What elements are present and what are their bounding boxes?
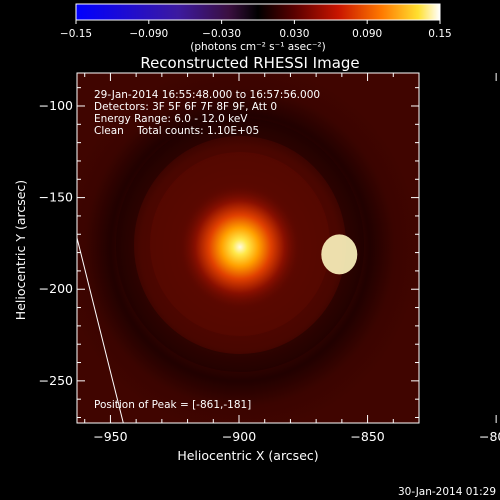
colorbar-ticks: −0.15 −0.090 −0.030 0.030 0.090 0.15: [60, 20, 452, 40]
x-axis-label: Heliocentric X (arcsec): [177, 448, 318, 463]
x-tick-label: −850: [350, 429, 384, 444]
y-tick-label: −150: [39, 190, 73, 205]
y-tick-label: −100: [39, 98, 73, 113]
colorbar-tick-label: 0.090: [352, 28, 382, 40]
colorbar-tick-label: −0.030: [202, 28, 241, 40]
peak-position-label: Position of Peak = [-861,-181]: [94, 399, 251, 411]
colorbar-tick-label: −0.15: [60, 28, 92, 40]
plot-frame: [76, 72, 420, 424]
chart-title: Reconstructed RHESSI Image: [140, 54, 359, 72]
annotation-time-range: 29-Jan-2014 16:55:48.000 to 16:57:56.000: [94, 89, 320, 101]
colorbar: [75, 3, 441, 21]
colorbar-tick-label: −0.090: [129, 28, 168, 40]
colorbar-units: (photons cm⁻² s⁻¹ asec⁻²): [190, 41, 325, 53]
y-axis-ticks: −100 −150 −200 −250: [39, 87, 419, 419]
y-tick-label: −200: [39, 281, 73, 296]
colorbar-tick-label: 0.15: [428, 28, 451, 40]
source-core: [321, 234, 358, 275]
x-axis-ticks: −950 −900 −850 −800: [84, 73, 500, 444]
source-glow: [178, 183, 302, 311]
footer-timestamp: 30-Jan-2014 01:29: [398, 486, 496, 498]
y-tick-label: −250: [39, 373, 73, 388]
plot-area: [77, 73, 419, 423]
colorbar-tick-label: 0.030: [279, 28, 309, 40]
x-tick-label: −900: [222, 429, 256, 444]
annotation-detectors: Detectors: 3F 5F 6F 7F 8F 9F, Att 0: [94, 101, 277, 113]
x-tick-label: −950: [93, 429, 127, 444]
x-tick-label: −800: [479, 429, 500, 444]
annotation-clean-counts: Clean Total counts: 1.10E+05: [94, 125, 259, 137]
annotation-energy-range: Energy Range: 6.0 - 12.0 keV: [94, 113, 248, 125]
y-axis-label: Heliocentric Y (arcsec): [13, 180, 28, 320]
solar-limb-line: [77, 237, 124, 423]
